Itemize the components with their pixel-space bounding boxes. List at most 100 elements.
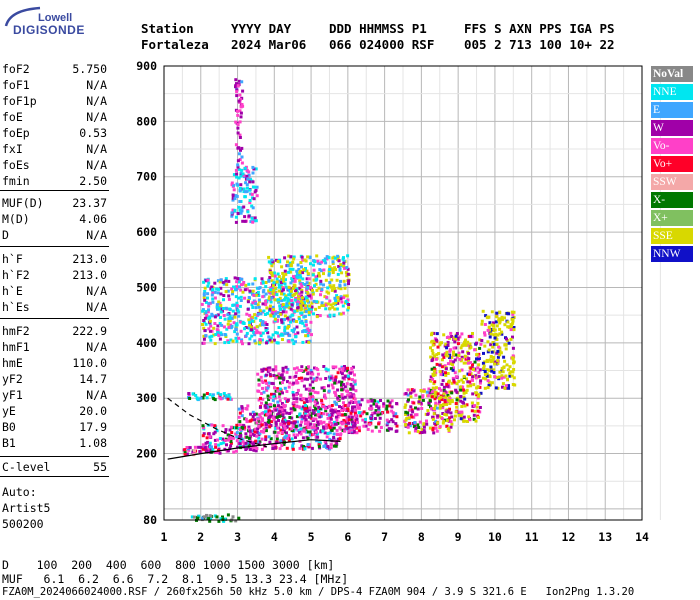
echo-point: [236, 84, 240, 88]
echo-point: [251, 316, 255, 319]
echo-point: [235, 301, 239, 305]
echo-point: [449, 331, 453, 335]
echo-point: [266, 423, 270, 427]
echo-point: [431, 417, 435, 421]
echo-point: [351, 405, 355, 409]
echo-point: [271, 447, 275, 450]
param-row: B0 17.9: [2, 420, 107, 436]
param-value: N/A: [86, 142, 107, 156]
header-date-label: YYYY DAY: [231, 21, 292, 36]
echo-point: [336, 415, 340, 419]
echo-point: [512, 328, 516, 332]
echo-point: [281, 277, 285, 281]
echo-point: [311, 288, 314, 292]
echo-point: [201, 308, 205, 312]
echo-point: [440, 341, 443, 345]
echo-point: [313, 390, 317, 394]
echo-point: [421, 398, 425, 402]
param-value: 222.9: [72, 324, 107, 338]
x-tick-label: 1: [161, 530, 168, 544]
echo-point: [322, 420, 326, 424]
echo-point: [245, 183, 249, 187]
echo-point: [228, 316, 232, 320]
echo-point: [270, 258, 274, 262]
echo-point: [217, 307, 221, 311]
echo-point: [485, 372, 489, 376]
echo-point: [202, 293, 206, 297]
echo-point: [237, 296, 240, 300]
echo-point: [319, 421, 323, 425]
echo-point: [362, 424, 366, 428]
legend-item: SSE: [651, 228, 693, 244]
echo-point: [331, 386, 335, 390]
echo-point: [510, 356, 514, 360]
echo-point: [257, 298, 261, 302]
echo-point: [301, 296, 304, 300]
echo-point: [341, 369, 345, 373]
echo-point: [309, 310, 313, 314]
echo-point: [280, 265, 284, 269]
echo-point: [289, 264, 293, 268]
echo-point: [254, 219, 258, 223]
echo-point: [305, 281, 309, 285]
echo-point: [266, 394, 270, 398]
echo-point: [407, 398, 410, 402]
echo-point: [303, 397, 307, 401]
echo-point: [251, 445, 255, 449]
echo-point: [354, 414, 358, 418]
echo-point: [304, 259, 308, 263]
echo-point: [442, 355, 446, 359]
echo-point: [508, 374, 512, 378]
echo-point: [241, 440, 245, 444]
echo-point: [295, 379, 299, 383]
echo-point: [240, 168, 244, 172]
echo-point: [395, 402, 399, 405]
echo-point: [288, 270, 292, 274]
echo-point: [327, 413, 331, 417]
echo-point: [404, 418, 408, 422]
echo-point: [283, 418, 287, 422]
echo-point: [219, 393, 223, 397]
echo-point: [432, 431, 436, 435]
echo-point: [345, 382, 349, 386]
echo-point: [289, 320, 293, 324]
echo-point: [505, 363, 509, 367]
echo-point: [379, 399, 382, 402]
echo-point: [353, 424, 357, 428]
echo-point: [239, 183, 243, 187]
echo-point: [288, 261, 292, 265]
echo-point: [331, 262, 335, 265]
echo-point: [388, 401, 392, 405]
echo-point: [294, 427, 298, 431]
echo-point: [435, 353, 439, 357]
echo-point: [343, 286, 347, 290]
echo-point: [256, 417, 260, 421]
echo-point: [251, 410, 255, 414]
echo-point: [247, 342, 251, 346]
echo-point: [314, 275, 318, 279]
echo-point: [335, 418, 339, 422]
echo-point: [376, 410, 380, 414]
echo-point: [461, 417, 465, 421]
echo-point: [236, 163, 240, 167]
echo-point: [248, 188, 252, 192]
echo-point: [327, 256, 331, 260]
echo-point: [268, 368, 272, 372]
echo-point: [316, 420, 320, 424]
echo-point: [236, 277, 240, 281]
echo-point: [456, 342, 460, 346]
echo-point: [325, 290, 329, 294]
echo-point: [338, 405, 341, 409]
echo-point: [490, 350, 494, 354]
echo-point: [223, 447, 227, 451]
echo-point: [431, 356, 434, 360]
echo-point: [460, 357, 464, 361]
param-value: N/A: [86, 110, 107, 124]
echo-point: [336, 272, 340, 276]
echo-point: [418, 420, 422, 424]
echo-point: [261, 369, 265, 373]
echo-point: [337, 265, 341, 268]
echo-point: [234, 220, 238, 224]
echo-point: [274, 368, 278, 372]
